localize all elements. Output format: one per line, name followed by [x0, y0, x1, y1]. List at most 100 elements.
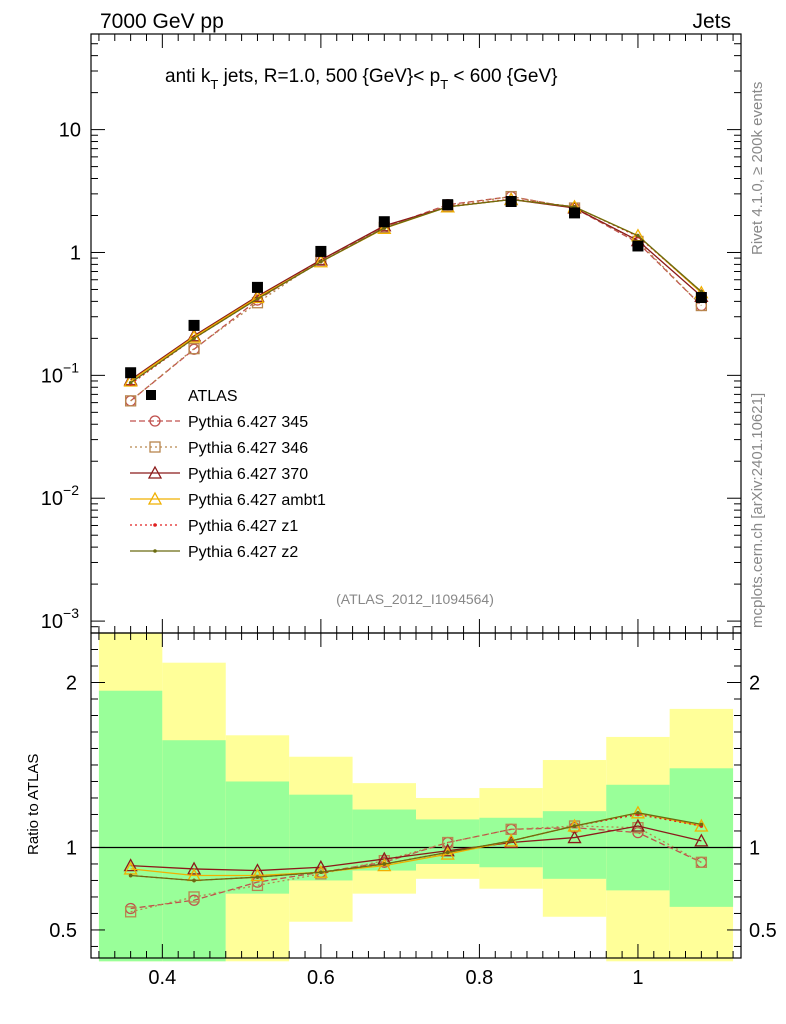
ytick-base: 10	[41, 365, 63, 387]
legend-label-p346: Pythia 6.427 346	[188, 440, 308, 457]
title-part-2: jets, R=1.0, 500 {GeV}< p	[218, 66, 440, 87]
data-point	[149, 441, 161, 453]
data-point	[699, 822, 704, 827]
data-point	[442, 199, 454, 211]
ratio-line-p370	[130, 825, 702, 872]
ytick-exponent: −1	[63, 359, 79, 375]
ytick-base: 10	[41, 488, 63, 510]
ytick-base: 10	[41, 611, 63, 633]
data-point	[251, 281, 263, 293]
data-point	[569, 207, 581, 219]
ratio-line-p346	[130, 825, 702, 913]
data-point	[319, 870, 323, 875]
main-series	[123, 190, 709, 407]
ratio-line-z2	[130, 812, 702, 882]
xtick-label: 0.4	[148, 967, 176, 989]
inner-band-bin	[669, 768, 734, 907]
legend-marker-atlas	[146, 390, 156, 400]
data-point	[188, 891, 200, 903]
data-point	[695, 856, 708, 868]
data-point	[255, 296, 260, 301]
mcplots-label: mcplots.cern.ch [arXiv:2401.10621]	[749, 393, 766, 628]
ratio-ytick-label: 0.5	[49, 920, 77, 942]
main-ytick-label: 10	[59, 120, 81, 142]
data-point	[147, 491, 163, 505]
data-point	[124, 395, 137, 407]
series-line-z1	[130, 198, 702, 385]
data-point	[192, 878, 196, 883]
data-point	[567, 830, 582, 844]
legend-label-atlas: ATLAS	[188, 388, 238, 405]
ratio-axis-label: Ratio to ATLAS	[25, 754, 42, 855]
data-point	[377, 221, 392, 235]
xtick-label: 0.8	[466, 967, 494, 989]
plot-title: anti kT jets, R=1.0, 500 {GeV}< pT < 600…	[165, 66, 558, 92]
legend-label-z1: Pythia 6.427 z1	[188, 518, 298, 535]
data-point	[630, 818, 646, 832]
data-point	[149, 415, 161, 427]
process-label: Jets	[692, 10, 731, 33]
series-line-p346	[130, 195, 702, 402]
ytick-exponent: −3	[63, 605, 79, 621]
inner-band-bin	[416, 819, 480, 864]
data-point	[695, 292, 707, 304]
data-point	[128, 380, 133, 385]
main-ytick-label: 10−3	[41, 605, 79, 633]
title-part-1: anti k	[165, 66, 211, 87]
ratio-ytick-label-right: 2	[749, 672, 760, 694]
data-point	[377, 858, 392, 872]
series-line-z2	[130, 198, 702, 384]
title-sub-1: T	[210, 77, 218, 92]
data-point	[505, 195, 517, 207]
ratio-ytick-label: 2	[66, 672, 77, 694]
data-point	[125, 367, 137, 379]
inner-band-bin	[98, 690, 163, 962]
title-sub-2: T	[440, 77, 448, 92]
data-point	[147, 465, 163, 479]
legend: ATLAS Pythia 6.427 345 Pythia 6.427 346 Pyt…	[130, 388, 326, 561]
data-point	[186, 861, 202, 875]
data-point	[445, 850, 450, 855]
data-point	[188, 319, 200, 331]
ratio-ytick-label-right: 1	[749, 837, 760, 859]
data-point	[440, 843, 455, 857]
ratio-line-p345	[130, 827, 702, 910]
main-ytick-label: 1	[70, 242, 81, 264]
data-point	[378, 216, 390, 228]
data-point	[188, 342, 200, 355]
data-point	[124, 906, 137, 918]
data-point	[313, 254, 328, 268]
data-point	[694, 833, 709, 847]
ratio-series	[123, 805, 709, 918]
data-point	[694, 818, 709, 832]
data-point	[636, 811, 640, 815]
data-point	[153, 549, 157, 553]
energy-label: 7000 GeV pp	[100, 10, 224, 33]
legend-label-z2: Pythia 6.427 z2	[188, 544, 298, 561]
ratio-ytick-label: 1	[66, 837, 77, 859]
data-point	[313, 252, 328, 266]
analysis-id: (ATLAS_2012_I1094564)	[336, 591, 494, 607]
data-point	[630, 805, 646, 819]
data-point	[192, 336, 196, 341]
data-point	[255, 875, 260, 879]
data-point	[128, 873, 133, 878]
ytick-exponent: −2	[63, 482, 79, 498]
ratio-ytick-label-right: 0.5	[749, 920, 777, 942]
ratio-uncertainty-bands	[91, 633, 741, 962]
series-line-p345	[130, 195, 702, 402]
data-point	[315, 245, 327, 257]
legend-label-p345: Pythia 6.427 345	[188, 414, 308, 431]
main-ytick-label: 10−2	[41, 482, 79, 510]
rivet-version-label: Rivet 4.1.0, ≥ 200k events	[749, 82, 766, 255]
data-point	[123, 858, 138, 872]
data-point	[509, 839, 513, 843]
legend-label-p370: Pythia 6.427 370	[188, 466, 308, 483]
series-line-p370	[130, 198, 702, 381]
inner-band-bin	[162, 740, 226, 962]
data-point	[632, 240, 644, 252]
data-point	[382, 862, 387, 866]
main-ytick-label: 10−1	[41, 359, 79, 387]
